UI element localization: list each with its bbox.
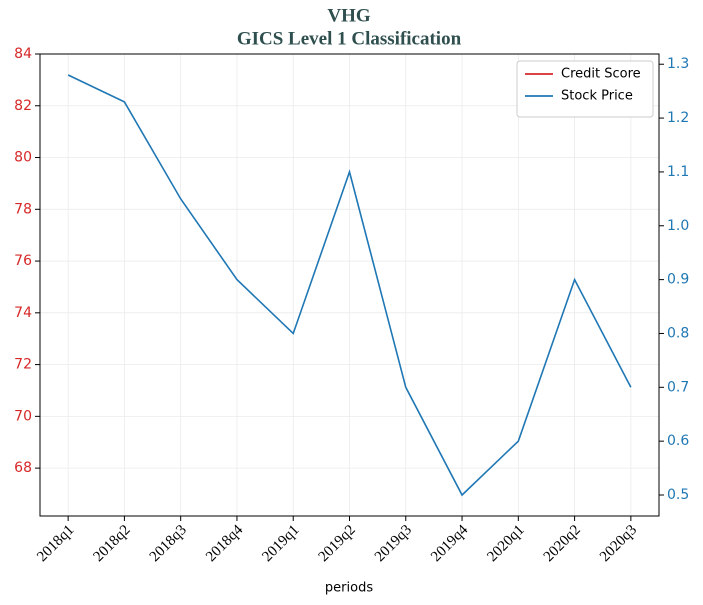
y2-tick-label: 0.8: [667, 325, 689, 341]
y2-tick-label: 1.1: [667, 164, 689, 180]
y-tick-label: 72: [14, 357, 32, 373]
legend-label: Stock Price: [561, 89, 633, 104]
y-tick-label: 78: [14, 201, 32, 217]
x-tick-label: 2019q4: [428, 522, 471, 565]
chart-title: VHG: [327, 5, 371, 26]
y2-tick-label: 0.9: [667, 272, 689, 288]
y2-tick-label: 0.6: [667, 433, 689, 449]
x-tick-label: 2020q2: [541, 522, 584, 565]
x-tick-label: 2019q3: [372, 522, 415, 565]
x-tick-label: 2018q3: [147, 522, 190, 565]
x-tick-label: 2018q2: [91, 522, 134, 565]
plot-frame: [39, 53, 660, 517]
y2-tick-label: 1.0: [667, 218, 689, 234]
y-tick-label: 82: [14, 98, 32, 114]
y2-tick-label: 1.2: [667, 110, 689, 126]
y2-tick-label: 0.5: [667, 487, 689, 503]
y-tick-label: 76: [14, 253, 32, 269]
x-tick-label: 2020q1: [484, 522, 527, 565]
y-tick-label: 84: [14, 46, 32, 62]
x-tick-label: 2020q3: [597, 522, 640, 565]
chart-subtitle: GICS Level 1 Classification: [237, 28, 462, 49]
x-tick-label: 2018q4: [203, 522, 246, 565]
y-tick-label: 80: [14, 150, 32, 166]
y2-tick-label: 1.3: [667, 56, 689, 72]
y-tick-label: 70: [14, 408, 32, 424]
y2-tick-label: 0.7: [667, 379, 689, 395]
line: [67, 74, 632, 497]
x-tick-label: 2019q2: [316, 522, 359, 565]
x-axis-label: periods: [325, 581, 373, 596]
legend-label: Credit Score: [561, 67, 641, 82]
x-tick-label: 2018q1: [34, 522, 77, 565]
x-tick-label: 2019q1: [259, 522, 302, 565]
y-tick-label: 68: [14, 460, 32, 476]
y-tick-label: 74: [14, 305, 32, 321]
legend-box: [516, 60, 654, 118]
